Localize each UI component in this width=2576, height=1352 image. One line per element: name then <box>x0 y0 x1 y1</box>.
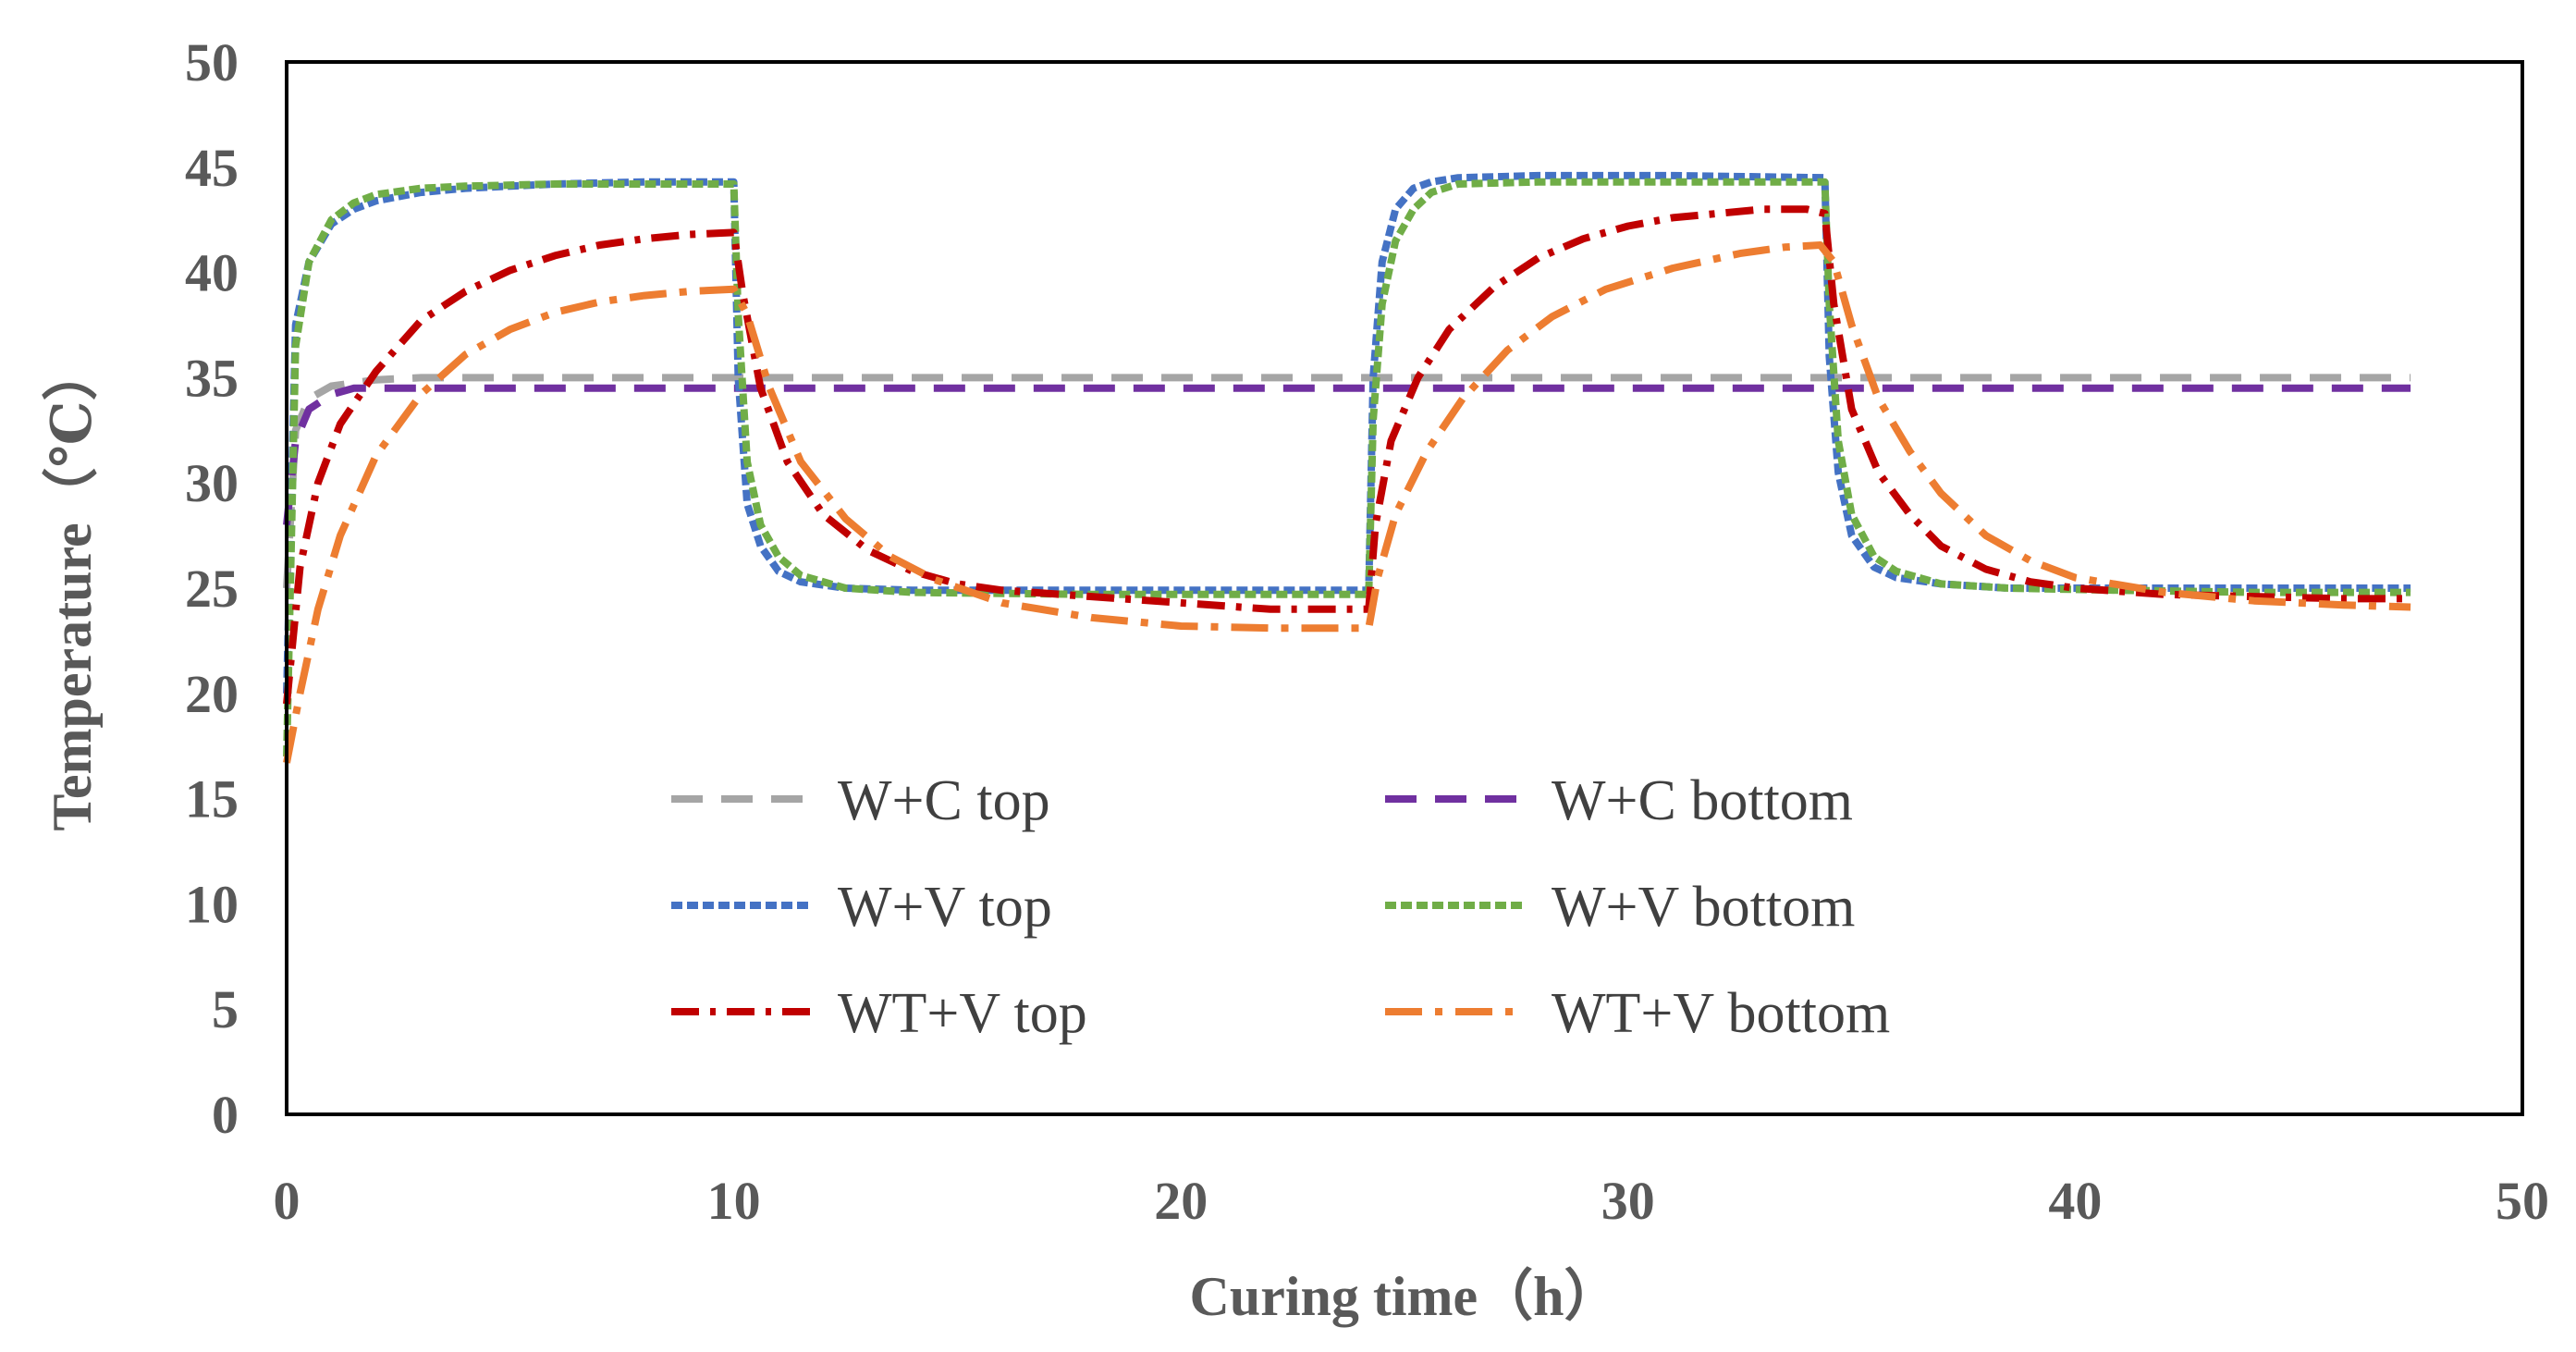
legend-label: WT+V bottom <box>1552 982 1890 1045</box>
y-tick-label: 50 <box>185 32 239 92</box>
series-line-wt-plus-v-bottom <box>283 241 2411 764</box>
y-tick-label: 40 <box>185 243 239 303</box>
y-axis-title: Temperature（℃） <box>41 345 103 830</box>
y-tick-label: 5 <box>212 979 239 1039</box>
series-layer <box>283 171 2411 764</box>
legend-label: W+V bottom <box>1552 876 1855 939</box>
x-tick-labels: 0 10 20 30 40 50 <box>274 1171 2550 1231</box>
x-axis-title: Curing time（h） <box>1190 1265 1620 1327</box>
plot-frame <box>285 60 2524 1116</box>
legend: W+C top W+C bottom W+V top W+V bottom WT+V t… <box>671 769 1890 1045</box>
x-tick-label: 0 <box>274 1171 301 1231</box>
series-line-w-plus-c-top <box>283 374 2411 589</box>
legend-item-w-plus-v-bottom: W+V bottom <box>1385 876 1855 939</box>
legend-label: W+C bottom <box>1552 769 1853 832</box>
legend-item-wt-plus-v-bottom: WT+V bottom <box>1385 982 1890 1045</box>
y-tick-labels: 0 5 10 15 20 25 30 35 40 45 50 <box>185 32 239 1145</box>
legend-item-w-plus-c-top: W+C top <box>671 769 1050 832</box>
legend-item-w-plus-v-top: W+V top <box>671 876 1052 939</box>
x-tick-label: 30 <box>1601 1171 1655 1231</box>
y-tick-label: 10 <box>185 874 239 934</box>
x-tick-label: 40 <box>2048 1171 2102 1231</box>
x-tick-label: 10 <box>707 1171 761 1231</box>
legend-item-wt-plus-v-top: WT+V top <box>671 982 1087 1045</box>
y-tick-label: 35 <box>185 348 239 408</box>
legend-label: W+C top <box>838 769 1050 832</box>
legend-item-w-plus-c-bottom: W+C bottom <box>1385 769 1853 832</box>
y-tick-label: 30 <box>185 453 239 513</box>
y-tick-label: 0 <box>212 1085 239 1145</box>
y-tick-label: 15 <box>185 769 239 830</box>
y-tick-label: 25 <box>185 559 239 619</box>
legend-label: WT+V top <box>838 982 1087 1045</box>
y-tick-label: 45 <box>185 138 239 198</box>
x-tick-label: 50 <box>2496 1171 2549 1231</box>
legend-label: W+V top <box>838 876 1052 939</box>
series-line-wt-plus-v-top <box>283 205 2411 705</box>
y-tick-label: 20 <box>185 664 239 724</box>
x-tick-label: 20 <box>1154 1171 1208 1231</box>
series-line-w-plus-v-bottom <box>283 178 2411 757</box>
series-line-w-plus-c-bottom <box>283 384 2411 526</box>
